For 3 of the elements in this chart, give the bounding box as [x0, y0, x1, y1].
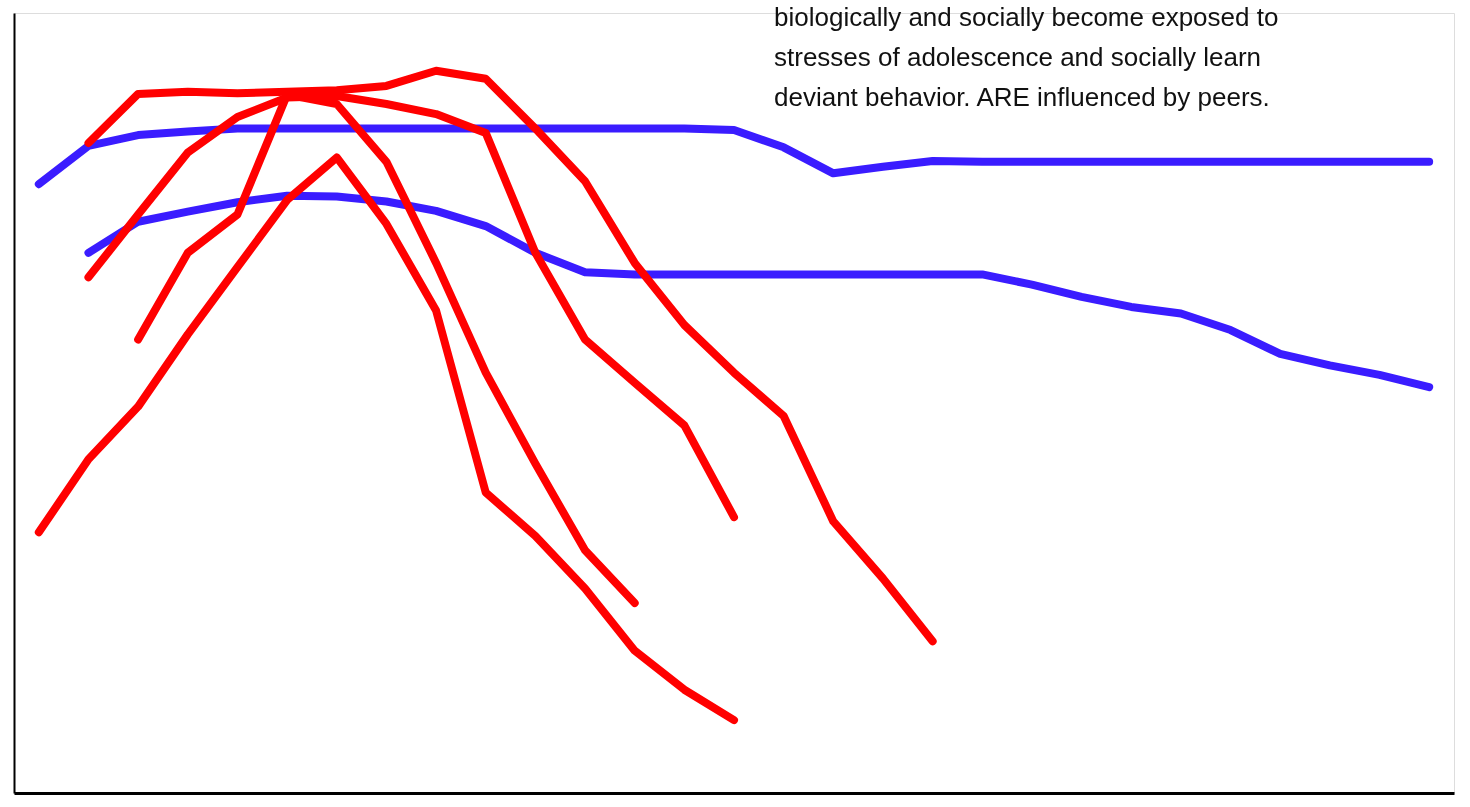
- annotation: deviant behavior. ARE influenced by peers.: [774, 82, 1270, 112]
- annotation: stresses of adolescence and socially learn: [774, 42, 1262, 72]
- text: biologically and socially become exposed to: [774, 2, 1279, 32]
